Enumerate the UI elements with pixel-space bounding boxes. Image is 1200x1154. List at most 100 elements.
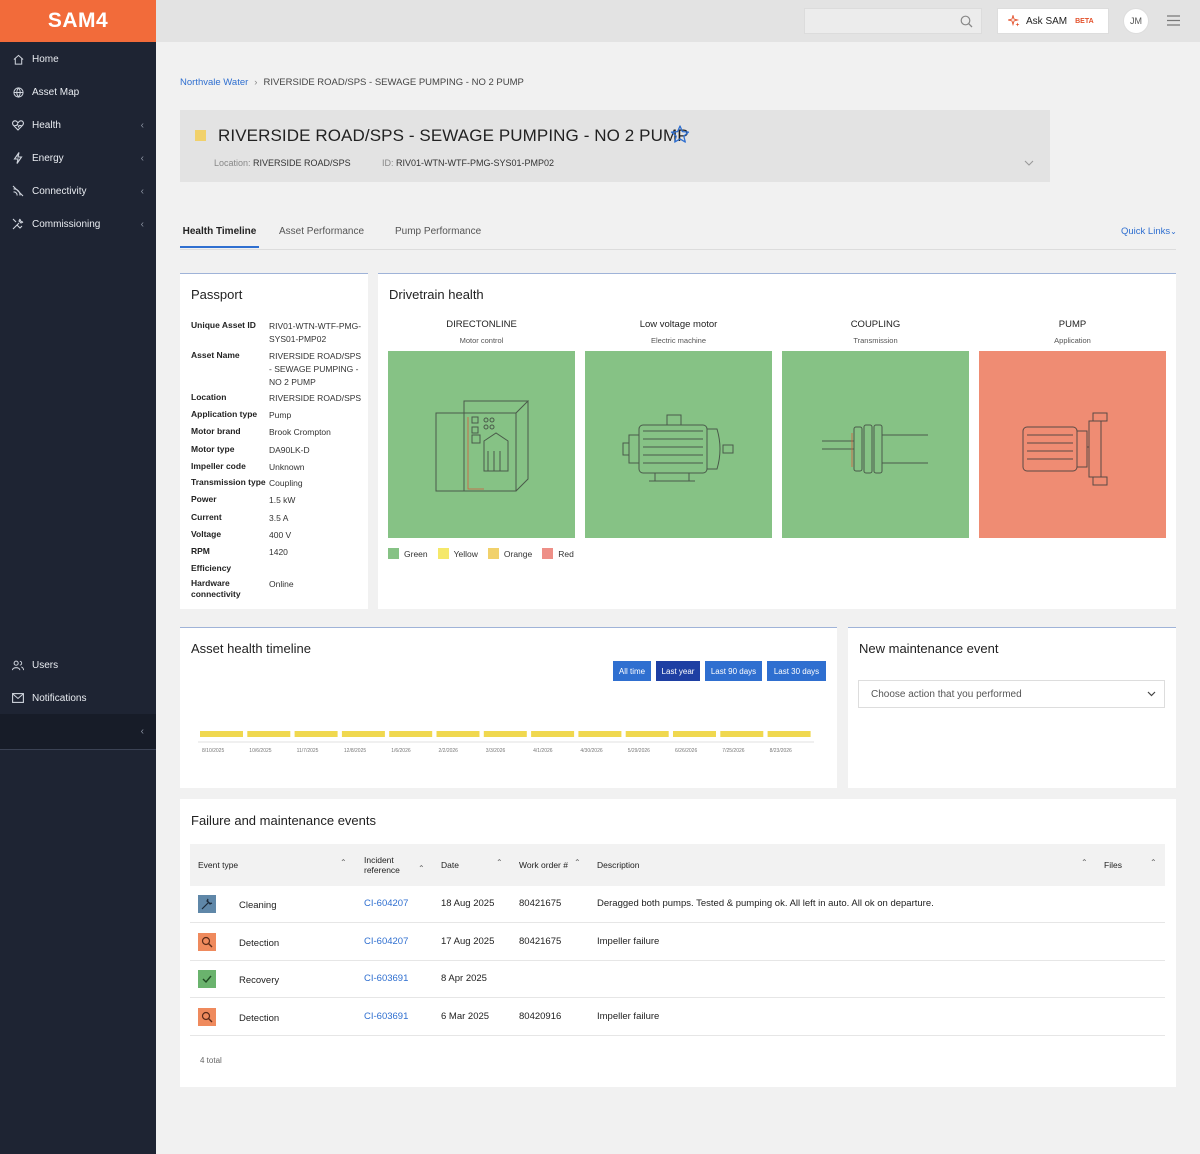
chevron-down-icon[interactable] (1024, 158, 1034, 169)
passport-label: Motor type (191, 444, 235, 454)
table-row[interactable]: Recovery CI-603691 8 Apr 2025 (190, 961, 1165, 998)
id-label: ID: (382, 158, 394, 168)
timeline-bar[interactable] (389, 731, 433, 737)
timeline-bar[interactable] (436, 731, 480, 737)
range-all-time-button[interactable]: All time (613, 661, 651, 681)
timeline-bar[interactable] (578, 731, 622, 737)
timeline-bar[interactable] (720, 731, 764, 737)
hamburger-menu-icon[interactable] (1167, 15, 1180, 28)
range-last-30-days-button[interactable]: Last 30 days (767, 661, 826, 681)
range-last-year-button[interactable]: Last year (656, 661, 700, 681)
tab-asset-performance[interactable]: Asset Performance (279, 226, 365, 237)
component-name: COUPLING (850, 319, 901, 330)
passport-card: Passport Unique Asset ID RIV01-WTN-WTF-PM… (180, 273, 368, 609)
sort-icon[interactable]: ⌃ (340, 858, 347, 867)
table-row[interactable]: Detection CI-603691 6 Mar 2025 80420916 … (190, 999, 1165, 1036)
sort-icon[interactable]: ⌃ (496, 858, 503, 867)
table-row[interactable]: Cleaning CI-604207 18 Aug 2025 80421675 … (190, 886, 1165, 923)
chevron-left-icon: ‹ (140, 152, 144, 164)
drivetrain-component-low-voltage-motor[interactable]: Low voltage motor Electric machine (585, 319, 772, 538)
chevron-left-icon: ‹ (140, 218, 144, 230)
brand-logo[interactable]: SAM4 (0, 0, 156, 42)
incident-reference-link[interactable]: CI-604207 (364, 898, 409, 909)
table-row[interactable]: Detection CI-604207 17 Aug 2025 80421675… (190, 924, 1165, 961)
sidebar-item-label: Asset Map (32, 86, 80, 98)
breadcrumb-root-link[interactable]: Northvale Water (180, 77, 249, 88)
sidebar-item-label: Commissioning (32, 218, 101, 230)
column-header-description[interactable]: Description (597, 860, 640, 870)
sidebar-item-home[interactable]: Home (0, 47, 156, 71)
drivetrain-component-directonline[interactable]: DIRECTONLINE Motor control (388, 319, 575, 538)
timeline-date-label: 4/1/2026 (533, 748, 553, 754)
column-header-work-order[interactable]: Work order # (519, 860, 568, 870)
component-name: Low voltage motor (639, 319, 718, 330)
timeline-bar[interactable] (531, 731, 575, 737)
legend-label: Green (404, 548, 428, 559)
sidebar-item-users[interactable]: Users (0, 653, 156, 677)
passport-value: 3.5 A (269, 513, 289, 523)
passport-value: 1.5 kW (269, 495, 296, 505)
passport-value: RIVERSIDE ROAD/SPS - SEWAGE PUMPING - NO… (269, 351, 362, 387)
sidebar-item-notifications[interactable]: Notifications (0, 686, 156, 710)
location-meta: Location: RIVERSIDE ROAD/SPS (214, 158, 351, 168)
timeline-bar[interactable] (247, 731, 291, 737)
timeline-bar[interactable] (294, 731, 338, 737)
sidebar-item-label: Energy (32, 152, 64, 164)
maintenance-action-select[interactable]: Choose action that you performed (858, 680, 1165, 708)
drivetrain-component-pump[interactable]: PUMP Application (979, 319, 1166, 538)
column-header-files[interactable]: Files (1104, 860, 1122, 870)
timeline-bar[interactable] (341, 731, 385, 737)
sidebar-collapse-button[interactable]: ‹ (0, 714, 156, 750)
drivetrain-component-coupling[interactable]: COUPLING Transmission (782, 319, 969, 538)
timeline-bar[interactable] (483, 731, 527, 737)
incident-reference-link[interactable]: CI-603691 (364, 1011, 409, 1022)
column-header-date[interactable]: Date (441, 860, 459, 870)
quick-links-dropdown[interactable]: Quick Links⌄ (1121, 226, 1177, 237)
sidebar-item-energy[interactable]: Energy ‹ (0, 146, 156, 170)
sidebar-item-commissioning[interactable]: Commissioning ‹ (0, 212, 156, 236)
sort-icon[interactable]: ⌃ (1150, 858, 1157, 867)
legend-label: Yellow (453, 548, 478, 559)
star-icon[interactable] (670, 125, 690, 146)
range-last-90-days-button[interactable]: Last 90 days (705, 661, 762, 681)
sort-icon[interactable]: ⌃ (418, 864, 425, 873)
maintenance-title: New maintenance event (859, 641, 999, 656)
timeline-bar[interactable] (625, 731, 669, 737)
sidebar-item-connectivity[interactable]: Connectivity ‹ (0, 179, 156, 203)
heart-icon (12, 119, 24, 131)
timeline-bar[interactable] (673, 731, 716, 737)
passport-label: Location (191, 392, 227, 402)
timeline-date-label: 8/10/2025 (202, 748, 224, 754)
pump-icon (1022, 412, 1108, 486)
column-header-incident-reference[interactable]: Incident reference (364, 855, 400, 875)
search-input[interactable] (804, 8, 982, 34)
legend-swatch (437, 548, 449, 559)
globe-icon (12, 86, 24, 98)
event-date: 18 Aug 2025 (441, 898, 495, 909)
tab-health-timeline[interactable]: Health Timeline (180, 224, 259, 248)
timeline-date-label: 10/6/2025 (249, 748, 271, 754)
timeline-bar[interactable] (767, 731, 811, 737)
incident-reference-link[interactable]: CI-603691 (364, 973, 409, 984)
passport-value: Pump (269, 410, 292, 420)
column-header-event-type[interactable]: Event type (198, 860, 239, 870)
avatar[interactable]: JM (1123, 8, 1149, 34)
sort-icon[interactable]: ⌃ (1081, 858, 1088, 867)
sort-icon[interactable]: ⌃ (574, 858, 581, 867)
timeline-bar[interactable] (200, 731, 243, 737)
event-date: 8 Apr 2025 (441, 973, 487, 984)
event-description: Impeller failure (597, 936, 660, 947)
magnifier-icon (198, 933, 216, 951)
drivetrain-title: Drivetrain health (389, 287, 484, 302)
sidebar-item-health[interactable]: Health ‹ (0, 113, 156, 137)
sidebar-item-asset-map[interactable]: Asset Map (0, 80, 156, 104)
search-icon[interactable] (960, 15, 973, 30)
incident-reference-link[interactable]: CI-604207 (364, 936, 409, 947)
magnifier-icon (198, 1008, 216, 1026)
ask-sam-button[interactable]: Ask SAM BETA (997, 8, 1109, 34)
chevron-left-icon: ‹ (140, 185, 144, 197)
electric-motor-icon (622, 414, 734, 482)
asset-health-timeline-card: Asset health timeline 8/10/2025 10/6/2025… (180, 627, 837, 788)
event-description: Impeller failure (597, 1011, 660, 1022)
tab-pump-performance[interactable]: Pump Performance (395, 226, 482, 237)
